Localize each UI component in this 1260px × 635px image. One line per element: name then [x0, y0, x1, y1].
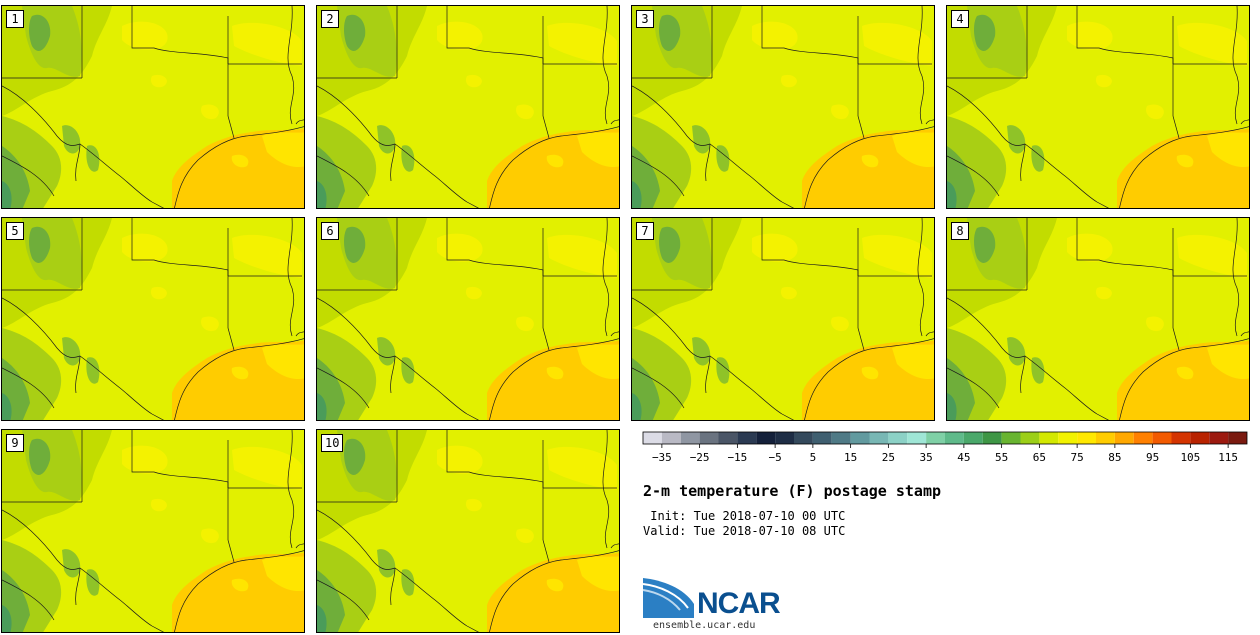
panel-number-label: 4 [951, 10, 969, 28]
ncar-logo-icon [642, 578, 694, 618]
colorbar-tick-label: −5 [769, 451, 782, 464]
colorbar-swatch [737, 432, 757, 444]
colorbar-tick-label: 95 [1146, 451, 1159, 464]
map-panel: 3 [631, 5, 935, 209]
colorbar-tick-label: 25 [882, 451, 895, 464]
colorbar-swatch [888, 432, 908, 444]
colorbar-tick-label: 65 [1033, 451, 1046, 464]
temperature-map [2, 6, 304, 208]
panel-number-label: 6 [321, 222, 339, 240]
colorbar-swatch [718, 432, 738, 444]
colorbar: −35 −25 −15 −5 5 15 25 35 45 55 65 75 85 95 105 115 [642, 431, 1248, 464]
colorbar-swatch [812, 432, 832, 444]
map-panel: 2 [316, 5, 620, 209]
colorbar-swatch [907, 432, 927, 444]
colorbar-swatch [926, 432, 945, 444]
colorbar-tick-label: −15 [727, 451, 747, 464]
colorbar-swatch [661, 432, 681, 444]
map-panel: 10 [316, 429, 620, 633]
panel-number-label: 3 [636, 10, 654, 28]
colorbar-swatch [1152, 432, 1172, 444]
colorbar-swatch [680, 432, 700, 444]
colorbar-swatch [963, 432, 983, 444]
temperature-map [317, 6, 619, 208]
chart-title: 2-m temperature (F) postage stamp [643, 482, 942, 500]
colorbar-swatch [1133, 432, 1153, 444]
map-panel: 8 [946, 217, 1250, 421]
colorbar-swatch [1039, 432, 1059, 444]
colorbar-tick-label: 35 [920, 451, 933, 464]
panel-number-label: 9 [6, 434, 24, 452]
panel-number-label: 2 [321, 10, 339, 28]
colorbar-swatch [1058, 432, 1078, 444]
colorbar-tick-label: 105 [1180, 451, 1200, 464]
panel-number-label: 5 [6, 222, 24, 240]
colorbar-swatch [850, 432, 870, 444]
colorbar-swatch [1020, 432, 1040, 444]
panel-number-label: 10 [321, 434, 344, 452]
colorbar-swatch [643, 432, 662, 444]
colorbar-swatch [794, 432, 813, 444]
colorbar-tick-label: −25 [690, 451, 710, 464]
colorbar-tick-label: 55 [995, 451, 1008, 464]
map-panel: 5 [1, 217, 305, 421]
colorbar-swatch [982, 432, 1002, 444]
map-panel: 4 [946, 5, 1250, 209]
temperature-map [632, 218, 934, 420]
colorbar-swatch [1228, 432, 1247, 444]
temperature-map [317, 430, 619, 632]
panel-number-label: 8 [951, 222, 969, 240]
colorbar-tick-label: 75 [1071, 451, 1084, 464]
colorbar-swatch [831, 432, 851, 444]
logo-url[interactable]: ensemble.ucar.edu [653, 620, 756, 631]
temperature-map [947, 218, 1249, 420]
colorbar-frame [642, 431, 1248, 445]
temperature-map [632, 6, 934, 208]
init-time: Init: Tue 2018-07-10 00 UTC [650, 509, 846, 523]
colorbar-swatch [1209, 432, 1229, 444]
temperature-map [2, 430, 304, 632]
map-panel: 9 [1, 429, 305, 633]
map-panel: 7 [631, 217, 935, 421]
map-panel: 1 [1, 5, 305, 209]
temperature-map [2, 218, 304, 420]
colorbar-tick-label: 15 [844, 451, 857, 464]
colorbar-swatch [1077, 432, 1096, 444]
colorbar-swatch [1114, 432, 1134, 444]
logo-text: NCAR [697, 587, 781, 620]
colorbar-swatch [699, 432, 719, 444]
valid-time: Valid: Tue 2018-07-10 08 UTC [643, 524, 846, 538]
colorbar-swatch [945, 432, 964, 444]
colorbar-swatch [1001, 432, 1021, 444]
colorbar-tick-label: −35 [652, 451, 672, 464]
colorbar-swatch [1096, 432, 1115, 444]
temperature-map [317, 218, 619, 420]
colorbar-tick-label: 115 [1218, 451, 1238, 464]
colorbar-swatch [1190, 432, 1210, 444]
temperature-map [947, 6, 1249, 208]
colorbar-tick-label: 45 [957, 451, 970, 464]
panel-number-label: 1 [6, 10, 24, 28]
map-panel: 6 [316, 217, 620, 421]
colorbar-tick-label: 85 [1108, 451, 1121, 464]
colorbar-swatch [1171, 432, 1191, 444]
panel-number-label: 7 [636, 222, 654, 240]
colorbar-swatch [869, 432, 889, 444]
colorbar-swatch [756, 432, 776, 444]
colorbar-tick-label: 5 [810, 451, 817, 464]
colorbar-swatch [775, 432, 794, 444]
